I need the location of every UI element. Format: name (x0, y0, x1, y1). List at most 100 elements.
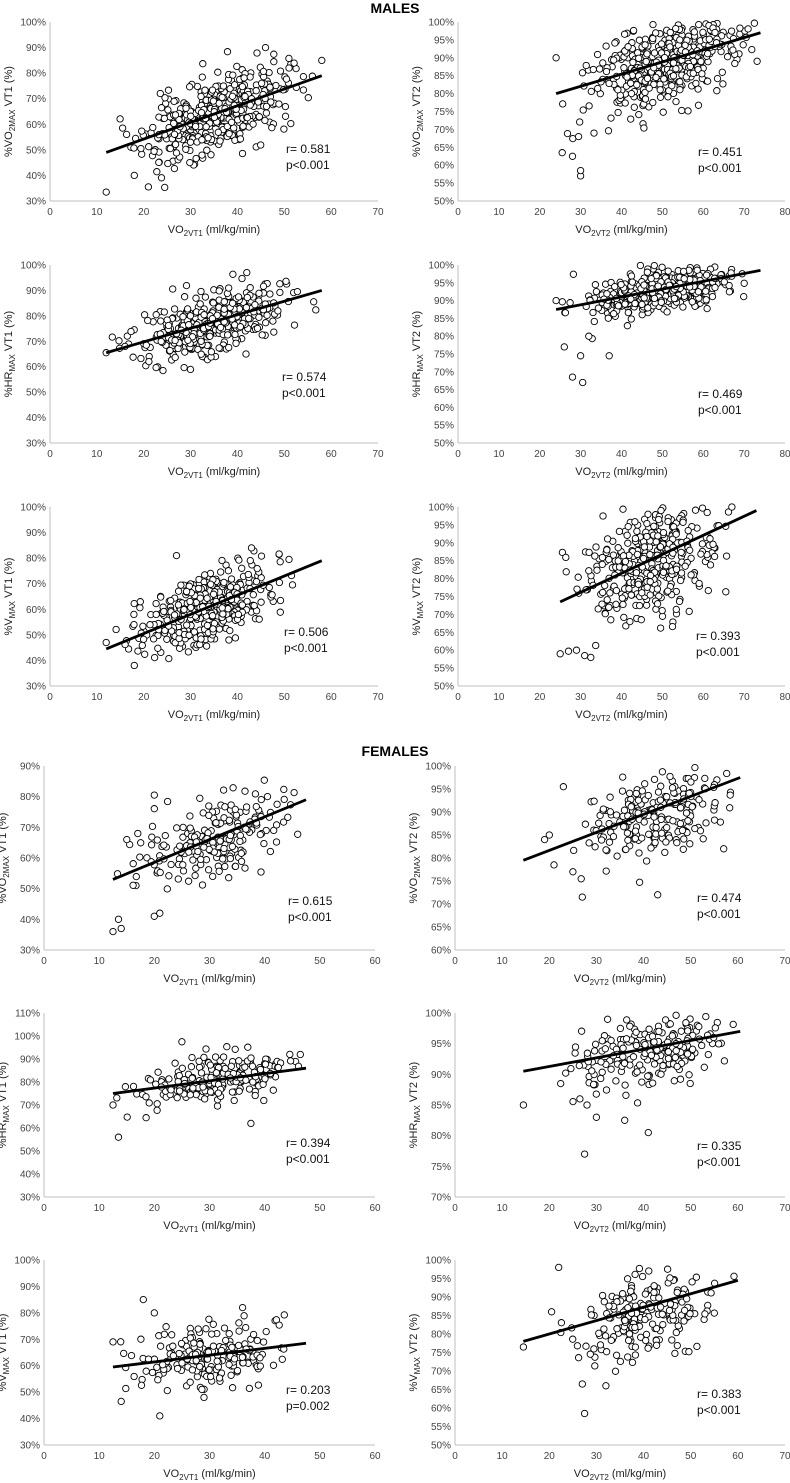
females-heading: FEMALES (361, 743, 429, 759)
data-point (225, 1360, 233, 1369)
data-point (261, 116, 269, 125)
y-tick-label: 70% (431, 900, 451, 911)
x-tick-label: 40 (259, 956, 271, 967)
data-point (592, 1090, 600, 1098)
data-point (638, 787, 646, 795)
data-point (226, 626, 234, 635)
data-point (555, 1263, 563, 1272)
data-point (615, 527, 624, 536)
data-point (252, 802, 260, 811)
data-point (640, 818, 648, 826)
data-point (664, 93, 672, 101)
data-point (223, 48, 232, 56)
data-point (650, 49, 659, 57)
data-point (635, 54, 643, 62)
data-point (157, 104, 166, 112)
y-tick-label: 100% (428, 18, 454, 29)
data-points (552, 261, 748, 387)
data-point (599, 805, 608, 813)
data-point (593, 50, 602, 59)
data-point (729, 46, 737, 54)
data-point (167, 1086, 175, 1094)
x-tick-label: 10 (493, 449, 505, 460)
data-point (209, 625, 217, 633)
y-tick-label: 65% (431, 1385, 451, 1396)
data-point (228, 1343, 236, 1352)
y-tick-label: 60% (20, 1124, 40, 1135)
data-point (595, 65, 604, 73)
data-point (707, 1289, 715, 1297)
data-point (652, 1341, 661, 1349)
y-tick-label: 50% (26, 630, 46, 641)
p-value-label: p<0.001 (697, 907, 741, 921)
data-point (122, 1384, 130, 1393)
data-point (185, 83, 194, 91)
y-tick-label: 85% (431, 1311, 451, 1322)
data-point (212, 1069, 221, 1077)
data-point (585, 839, 593, 847)
data-point (656, 796, 665, 804)
x-tick-label: 20 (138, 449, 150, 460)
data-point (187, 1063, 196, 1071)
data-point (601, 1045, 609, 1053)
data-point (562, 1069, 570, 1077)
y-tick-label: 80% (431, 1330, 451, 1341)
data-point (219, 855, 227, 863)
data-point (650, 775, 659, 784)
p-value-label: p<0.001 (286, 1152, 330, 1166)
data-point (149, 635, 158, 643)
y-axis-title-main: %HR (408, 1122, 420, 1148)
data-point (702, 819, 710, 827)
data-point (216, 323, 225, 332)
x-tick-label: 70 (779, 956, 790, 967)
data-point (688, 298, 696, 306)
data-point (196, 1362, 204, 1371)
data-point (281, 102, 290, 111)
data-point (170, 164, 179, 173)
data-point (578, 893, 586, 901)
data-point (629, 1053, 638, 1061)
data-point (643, 519, 651, 528)
data-point (171, 140, 180, 149)
x-tick-label: 0 (452, 1451, 458, 1462)
data-point (198, 1385, 206, 1394)
data-point (247, 1054, 255, 1062)
data-point (257, 552, 266, 560)
data-point (218, 604, 226, 612)
data-point (580, 1150, 589, 1158)
y-tick-label: 60% (431, 946, 451, 957)
x-tick-label: 30 (575, 449, 587, 460)
data-point (653, 600, 662, 608)
data-point (668, 622, 677, 631)
data-point (215, 344, 223, 352)
data-point (109, 1101, 117, 1109)
data-point (644, 1072, 652, 1080)
x-tick-label: 0 (41, 1203, 47, 1214)
p-value-label: p<0.001 (698, 161, 742, 175)
data-point (164, 321, 173, 330)
data-point (175, 1071, 183, 1080)
data-point (202, 1325, 210, 1333)
x-axis-title-sub: 2VT1 (184, 714, 204, 723)
data-point (246, 556, 254, 565)
x-tick-label: 0 (41, 956, 47, 967)
y-axis-title: %VO2MAX VT1 (%) (0, 813, 11, 904)
data-point (181, 348, 189, 356)
data-point (180, 293, 189, 301)
data-point (713, 87, 721, 95)
y-tick-label: 95% (434, 35, 454, 46)
x-axis-title-sub: 2VT1 (179, 1473, 199, 1482)
data-point (197, 855, 205, 864)
y-tick-label: 30% (20, 1441, 40, 1452)
data-point (650, 1038, 658, 1046)
data-point (622, 845, 630, 854)
x-tick-label: 60 (732, 956, 744, 967)
y-tick-label: 100% (20, 503, 46, 514)
data-point (235, 1087, 243, 1095)
data-point (585, 548, 593, 557)
data-point (285, 555, 293, 564)
data-point (547, 1308, 556, 1316)
x-tick-label: 10 (91, 449, 103, 460)
data-point (636, 261, 645, 270)
data-point (269, 317, 277, 325)
